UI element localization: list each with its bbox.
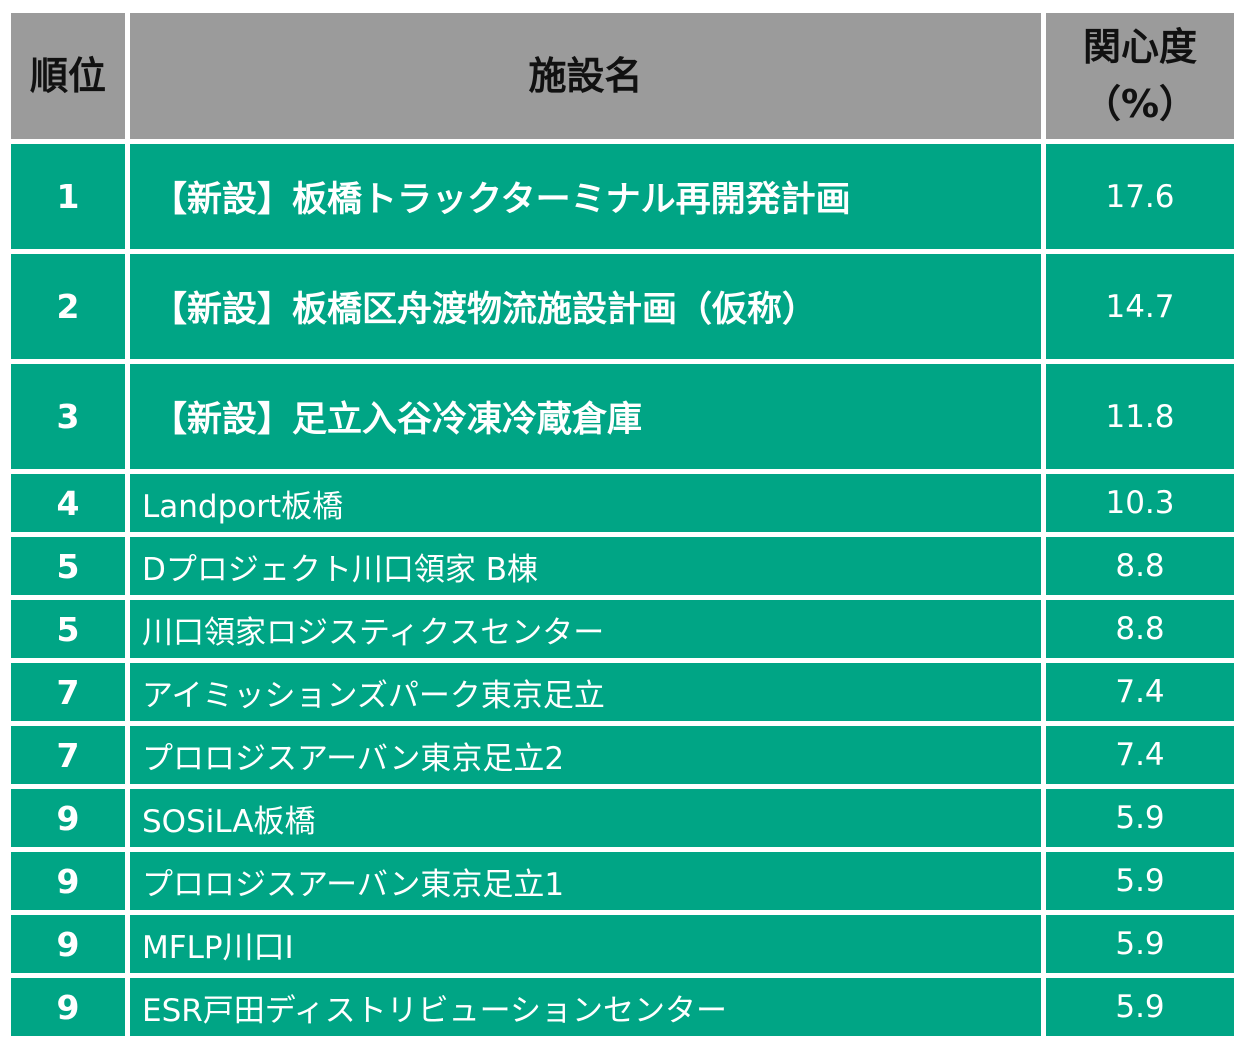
rank-cell: 7: [11, 726, 125, 784]
table-row: 7 プロロジスアーバン東京足立2 7.4: [11, 726, 1234, 784]
header-interest-level: 関心度 （%）: [1046, 13, 1234, 139]
rank-cell: 9: [11, 915, 125, 973]
rank-cell: 1: [11, 144, 125, 249]
interest-level-cell: 7.4: [1046, 663, 1234, 721]
facility-name-cell: アイミッションズパーク東京足立: [130, 663, 1041, 721]
interest-level-cell: 10.3: [1046, 474, 1234, 532]
table-row: 2 【新設】板橋区舟渡物流施設計画（仮称） 14.7: [11, 254, 1234, 359]
header-interest-level-unit: （%）: [1082, 82, 1198, 126]
facility-name-cell: 川口領家ロジスティクスセンター: [130, 600, 1041, 658]
facility-name-cell: プロロジスアーバン東京足立1: [130, 852, 1041, 910]
table-header: 順位 施設名 関心度 （%）: [11, 13, 1234, 139]
interest-level-cell: 5.9: [1046, 789, 1234, 847]
facility-name-cell: Landport板橋: [130, 474, 1041, 532]
table-row: 5 川口領家ロジスティクスセンター 8.8: [11, 600, 1234, 658]
header-row: 順位 施設名 関心度 （%）: [11, 13, 1234, 139]
interest-level-cell: 5.9: [1046, 915, 1234, 973]
ranking-table: 順位 施設名 関心度 （%） 1 【新設】板橋トラックターミナル再開発計画 17…: [6, 8, 1239, 1041]
rank-cell: 9: [11, 852, 125, 910]
interest-level-cell: 14.7: [1046, 254, 1234, 359]
table-row: 9 プロロジスアーバン東京足立1 5.9: [11, 852, 1234, 910]
rank-cell: 7: [11, 663, 125, 721]
header-rank: 順位: [11, 13, 125, 139]
facility-name-cell: ESR戸田ディストリビューションセンター: [130, 978, 1041, 1036]
rank-cell: 3: [11, 364, 125, 469]
facility-name-cell: 【新設】板橋トラックターミナル再開発計画: [130, 144, 1041, 249]
facility-name-cell: SOSiLA板橋: [130, 789, 1041, 847]
interest-level-cell: 8.8: [1046, 537, 1234, 595]
ranking-table-container: 順位 施設名 関心度 （%） 1 【新設】板橋トラックターミナル再開発計画 17…: [6, 8, 1234, 1041]
interest-level-cell: 5.9: [1046, 978, 1234, 1036]
interest-level-cell: 11.8: [1046, 364, 1234, 469]
rank-cell: 9: [11, 978, 125, 1036]
table-row: 3 【新設】足立入谷冷凍冷蔵倉庫 11.8: [11, 364, 1234, 469]
facility-name-cell: Dプロジェクト川口領家 B棟: [130, 537, 1041, 595]
table-row: 1 【新設】板橋トラックターミナル再開発計画 17.6: [11, 144, 1234, 249]
header-facility-name: 施設名: [130, 13, 1041, 139]
table-row: 9 MFLP川口I 5.9: [11, 915, 1234, 973]
interest-level-cell: 17.6: [1046, 144, 1234, 249]
interest-level-cell: 5.9: [1046, 852, 1234, 910]
facility-name-cell: 【新設】板橋区舟渡物流施設計画（仮称）: [130, 254, 1041, 359]
table-row: 9 ESR戸田ディストリビューションセンター 5.9: [11, 978, 1234, 1036]
rank-cell: 5: [11, 600, 125, 658]
table-row: 5 Dプロジェクト川口領家 B棟 8.8: [11, 537, 1234, 595]
table-row: 9 SOSiLA板橋 5.9: [11, 789, 1234, 847]
table-body: 1 【新設】板橋トラックターミナル再開発計画 17.6 2 【新設】板橋区舟渡物…: [11, 144, 1234, 1036]
table-row: 7 アイミッションズパーク東京足立 7.4: [11, 663, 1234, 721]
interest-level-cell: 7.4: [1046, 726, 1234, 784]
rank-cell: 2: [11, 254, 125, 359]
table-row: 4 Landport板橋 10.3: [11, 474, 1234, 532]
rank-cell: 9: [11, 789, 125, 847]
header-interest-level-label: 関心度: [1082, 25, 1197, 69]
facility-name-cell: プロロジスアーバン東京足立2: [130, 726, 1041, 784]
facility-name-cell: MFLP川口I: [130, 915, 1041, 973]
interest-level-cell: 8.8: [1046, 600, 1234, 658]
rank-cell: 5: [11, 537, 125, 595]
rank-cell: 4: [11, 474, 125, 532]
facility-name-cell: 【新設】足立入谷冷凍冷蔵倉庫: [130, 364, 1041, 469]
